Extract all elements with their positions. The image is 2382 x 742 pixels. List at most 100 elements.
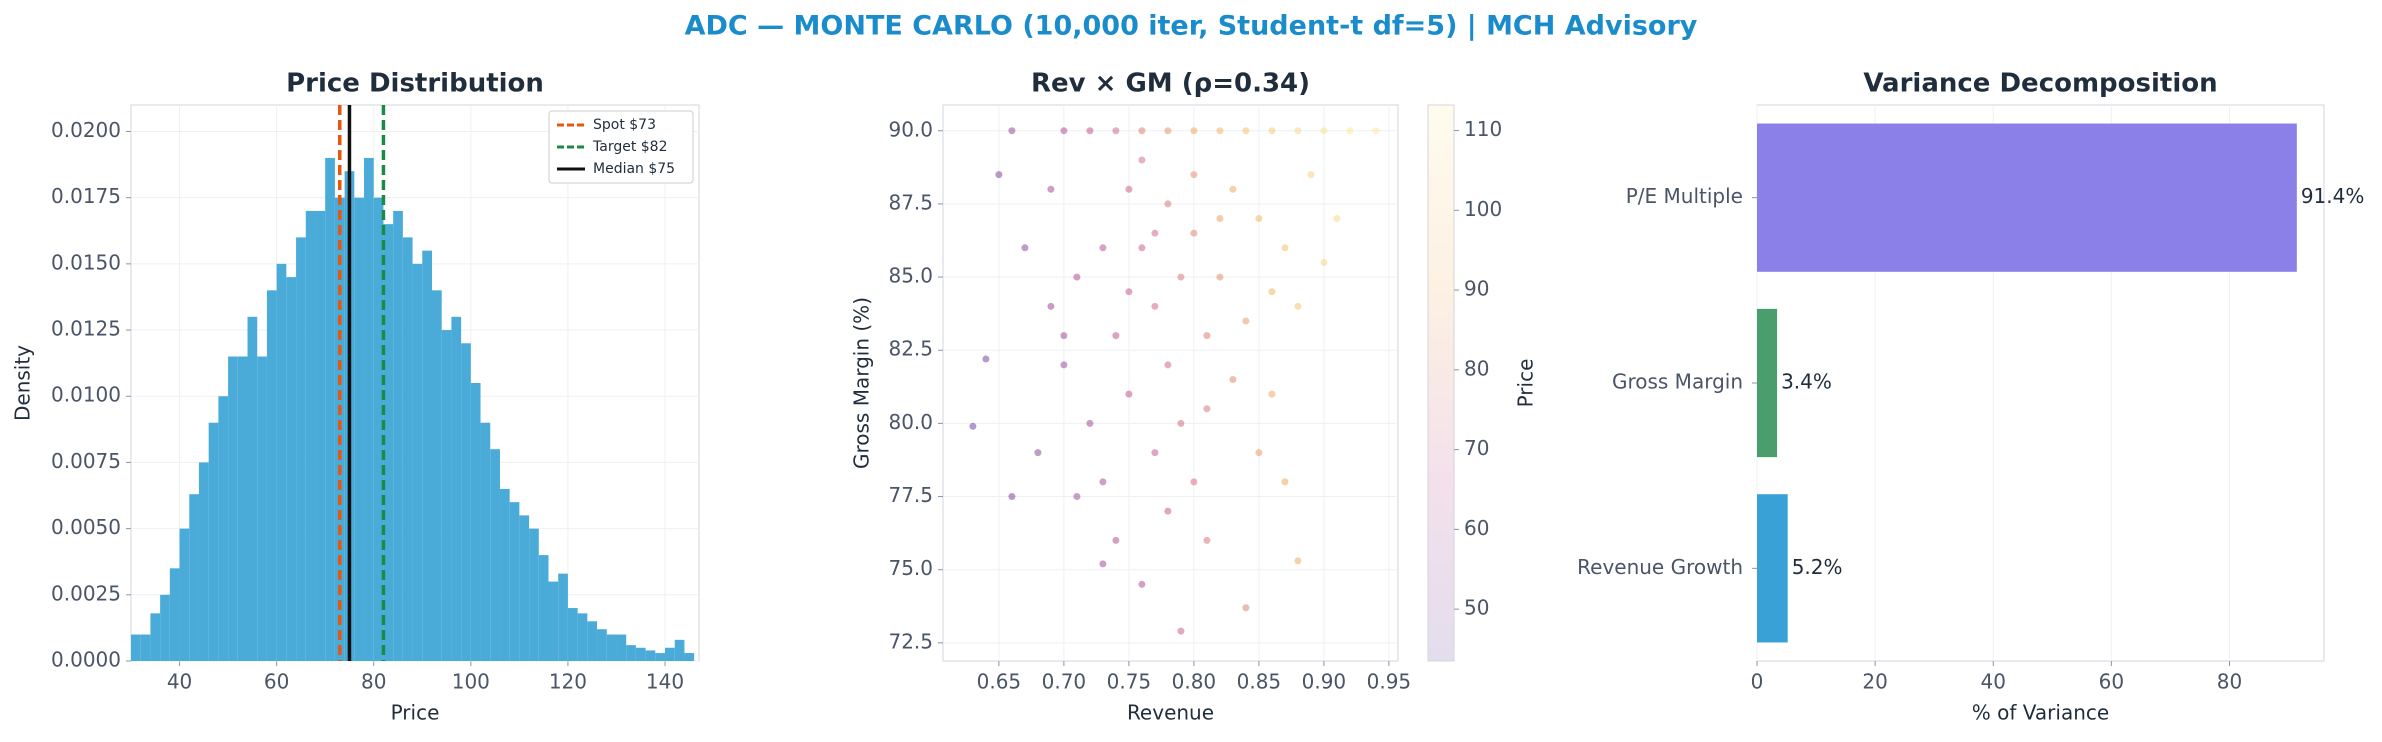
scatter-point: [1164, 507, 1172, 515]
scatter-point: [1112, 332, 1120, 340]
scatter-point: [1164, 127, 1172, 135]
colorbar-tick-label: 110: [1464, 117, 1502, 141]
subplot-title: Variance Decomposition: [1863, 69, 2217, 99]
scatter-point: [1268, 288, 1276, 296]
scatter-point: [1008, 493, 1016, 501]
hist-bar: [208, 422, 219, 661]
scatter-point: [1216, 273, 1224, 281]
subplot: Price Distribution Price Density 40 60 80 100 1…: [11, 69, 700, 725]
hist-bar: [499, 488, 510, 661]
hist-bar: [383, 224, 394, 661]
scatter-point: [1060, 361, 1068, 369]
scatter-point: [1125, 185, 1133, 193]
scatter-point: [1138, 580, 1146, 588]
x-tick-label: 60: [2099, 670, 2124, 694]
scatter-point: [1320, 127, 1328, 135]
x-tick-label: 0.80: [1172, 670, 1217, 694]
y-tick-label: 77.5: [888, 483, 933, 507]
scatter-point: [1294, 557, 1302, 565]
hist-bar: [597, 629, 607, 661]
hist-bar: [315, 210, 326, 661]
scatter-point: [1203, 332, 1211, 340]
hist-bar: [635, 647, 646, 661]
y-tick-label: 72.5: [888, 629, 933, 653]
scatter-point: [1151, 302, 1159, 310]
hist-bar: [373, 197, 384, 661]
scatter-point: [1099, 478, 1107, 486]
hist-bar: [286, 277, 297, 661]
scatter-point: [1281, 244, 1289, 252]
hist-bar: [257, 356, 267, 661]
scatter-point: [1216, 127, 1224, 135]
y-tick-label: 80.0: [888, 410, 933, 434]
hist-bar: [198, 462, 209, 661]
bar: [1757, 308, 1778, 458]
scatter-point: [1190, 478, 1198, 486]
scatter-point: [1047, 302, 1055, 310]
scatter-point: [1073, 273, 1081, 281]
scatter-point: [1242, 604, 1250, 612]
legend-box: [548, 110, 694, 184]
legend-label: Spot $73: [593, 117, 656, 133]
y-tick-label: 0.0075: [51, 449, 121, 473]
scatter-point: [1294, 302, 1302, 310]
hist-bar: [558, 573, 568, 661]
legend-label: Median $75: [593, 161, 675, 177]
subplot-title: Price Distribution: [286, 69, 544, 99]
scatter-point: [1151, 449, 1159, 457]
y-tick-label: 0.0150: [51, 250, 121, 274]
hist-bar: [354, 197, 365, 661]
scatter-point: [1138, 244, 1146, 252]
x-tick-label: 40: [167, 670, 192, 694]
scatter-point: [1047, 185, 1055, 193]
scatter-point: [1333, 215, 1341, 223]
x-axis-label: % of Variance: [1972, 701, 2109, 725]
hist-bar: [684, 653, 695, 661]
hist-bar: [305, 210, 316, 661]
scatter-point: [1255, 449, 1263, 457]
scatter-point: [1021, 244, 1029, 252]
y-axis-label: Gross Margin (%): [850, 297, 874, 469]
colorbar-label: Price: [1514, 359, 1538, 408]
colorbar-tick-label: 60: [1464, 516, 1489, 540]
hist-bar: [626, 645, 636, 661]
scatter-point: [995, 171, 1003, 179]
y-tick-label: 87.5: [888, 190, 933, 214]
hist-bar: [237, 356, 248, 661]
hist-bar: [296, 237, 306, 661]
y-tick-label: P/E Multiple: [1626, 184, 1743, 208]
scatter-point: [1229, 185, 1237, 193]
hist-bar: [461, 343, 471, 661]
hist-bar: [587, 621, 598, 661]
hist-bar: [189, 494, 199, 661]
hist-bar: [266, 290, 277, 661]
y-tick-label: 90.0: [888, 117, 933, 141]
bar: [1757, 123, 2297, 272]
scatter-point: [1242, 317, 1250, 325]
value-label: 5.2%: [1792, 555, 1843, 579]
scatter-point: [1099, 244, 1107, 252]
scatter-point: [1138, 127, 1146, 135]
x-axis-label: Revenue: [1127, 701, 1214, 725]
scatter-point: [1060, 127, 1068, 135]
scatter-point: [982, 355, 990, 363]
hist-bar: [422, 250, 432, 661]
hist-bar: [393, 210, 403, 661]
hist-bar: [490, 449, 500, 661]
subplot-title: Rev × GM (ρ=0.34): [1031, 69, 1310, 99]
value-label: 91.4%: [2301, 184, 2365, 208]
colorbar-tick-label: 80: [1464, 356, 1489, 380]
scatter-point: [1320, 258, 1328, 266]
x-tick-label: 0: [1751, 670, 1764, 694]
colorbar-tick-label: 90: [1464, 277, 1489, 301]
scatter-point: [1164, 361, 1172, 369]
scatter-point: [1229, 375, 1237, 383]
scatter-point: [1177, 419, 1185, 427]
x-tick-label: 0.95: [1367, 670, 1412, 694]
hist-bar: [179, 528, 190, 661]
y-tick-label: 0.0175: [51, 184, 121, 208]
scatter-point: [1177, 273, 1185, 281]
scatter-point: [1060, 332, 1068, 340]
scatter-point: [969, 422, 977, 430]
scatter-point: [1190, 229, 1198, 237]
